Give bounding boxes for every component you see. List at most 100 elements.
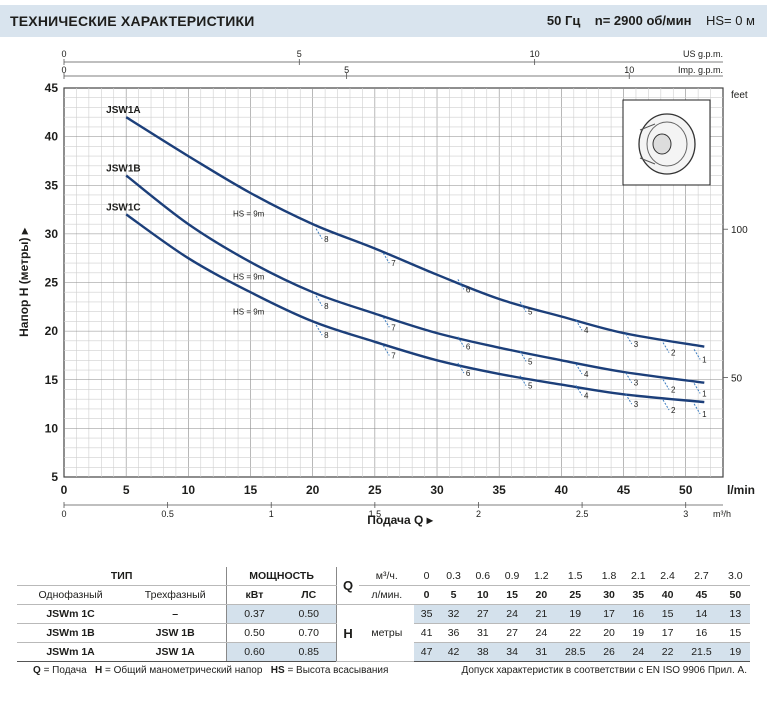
x-tick-label: 40 bbox=[555, 483, 569, 497]
hs-mark-line bbox=[315, 228, 323, 240]
row-1b-kw: 0.50 bbox=[226, 623, 282, 643]
chart-curves bbox=[125, 116, 705, 404]
row-1b-h-0: 41 bbox=[414, 623, 439, 643]
row-1a-h-9: 21.5 bbox=[682, 642, 721, 662]
y-tick-label: 15 bbox=[45, 373, 59, 387]
series-label-jsw1c: JSW1C bbox=[106, 202, 140, 213]
footnote-hs-text: = Высота всасывания bbox=[287, 665, 389, 676]
row-1c-h-3: 24 bbox=[497, 604, 527, 624]
row-1a-h-6: 26 bbox=[594, 642, 624, 662]
hs-mark-label: 4 bbox=[584, 370, 589, 379]
page-title: ТЕХНИЧЕСКИЕ ХАРАКТЕРИСТИКИ bbox=[10, 13, 255, 29]
hs-mark-label: 5 bbox=[528, 357, 533, 366]
m3h-unit-label: m³/h bbox=[713, 509, 731, 519]
row-1b-h-8: 17 bbox=[652, 623, 683, 643]
frequency: 50 Гц bbox=[546, 13, 581, 28]
hs-mark-label: 6 bbox=[466, 285, 471, 294]
row-1c-hp: 0.50 bbox=[281, 604, 337, 624]
x-tick-label: 30 bbox=[430, 483, 444, 497]
x-tick-label: 5 bbox=[123, 483, 130, 497]
q-m3h-2: 0.6 bbox=[468, 567, 498, 586]
hs-mark-label: 2 bbox=[671, 349, 676, 358]
hs-mark-line bbox=[575, 363, 583, 375]
q-lmin-9: 45 bbox=[682, 585, 721, 605]
hs-mark-line bbox=[382, 317, 390, 328]
q-label: Q bbox=[335, 567, 360, 605]
curve-jsw1a bbox=[125, 116, 705, 348]
row-1c-h-6: 17 bbox=[594, 604, 624, 624]
q-m3h-0: 0 bbox=[414, 567, 439, 586]
footnote-q-text: = Подача bbox=[43, 665, 87, 676]
row-1b-h-3: 27 bbox=[497, 623, 527, 643]
feet-tick-label: 100 bbox=[731, 225, 748, 236]
x-tick-label: 35 bbox=[493, 483, 507, 497]
row-1c-h-7: 16 bbox=[623, 604, 653, 624]
q-m3h-3: 0.9 bbox=[497, 567, 527, 586]
hs-mark-line bbox=[575, 385, 583, 396]
row-1a-single: JSWm 1A bbox=[17, 642, 125, 662]
y-tick-label: 45 bbox=[45, 81, 59, 95]
row-1a-h-8: 22 bbox=[652, 642, 683, 662]
row-1b-single: JSWm 1B bbox=[17, 623, 125, 643]
footnote-h-text: = Общий манометрический напор bbox=[105, 665, 263, 676]
row-1c-h-4: 21 bbox=[526, 604, 556, 624]
curve-jsw1c bbox=[125, 213, 705, 404]
y-tick-label: 20 bbox=[45, 324, 59, 338]
q-unit-m3h: м³/ч. bbox=[359, 567, 415, 586]
impgpm-tick-label: 5 bbox=[344, 65, 349, 75]
hs-mark-label: 4 bbox=[584, 326, 589, 335]
row-1c-h-0: 35 bbox=[414, 604, 439, 624]
row-1a-kw: 0.60 bbox=[226, 642, 282, 662]
row-1b-h-4: 24 bbox=[526, 623, 556, 643]
row-1c-kw: 0.37 bbox=[226, 604, 282, 624]
header-bar: ТЕХНИЧЕСКИЕ ХАРАКТЕРИСТИКИ 50 Гц n= 2900… bbox=[0, 5, 767, 37]
hs-mark-line bbox=[457, 336, 465, 347]
row-1c-h-9: 14 bbox=[682, 604, 721, 624]
hs-mark-line bbox=[625, 393, 633, 405]
impgpm-unit-label: Imp. g.p.m. bbox=[678, 65, 723, 75]
q-m3h-7: 2.1 bbox=[623, 567, 653, 586]
q-lmin-3: 15 bbox=[497, 585, 527, 605]
single-phase-header: Однофазный bbox=[17, 585, 125, 605]
hs-mark-label: 3 bbox=[634, 400, 639, 409]
x-tick-label: 15 bbox=[244, 483, 258, 497]
hs-mark-label: 6 bbox=[466, 369, 471, 378]
row-1a-h-5: 28.5 bbox=[555, 642, 595, 662]
y-tick-label: 35 bbox=[45, 178, 59, 192]
hs-mark-line bbox=[625, 333, 633, 345]
hs-mark-label: 5 bbox=[528, 382, 533, 391]
q-unit-lmin: л/мин. bbox=[359, 585, 415, 605]
speed: n= 2900 об/мин bbox=[594, 13, 692, 28]
row-1b-hp: 0.70 bbox=[281, 623, 337, 643]
impgpm-tick-label: 10 bbox=[624, 65, 634, 75]
hs-mark-line bbox=[662, 379, 670, 390]
hs-mark-line bbox=[519, 351, 527, 362]
row-1b-h-7: 19 bbox=[623, 623, 653, 643]
row-1c-h-1: 32 bbox=[438, 604, 469, 624]
x-tick-label: 50 bbox=[679, 483, 693, 497]
footnote-hs-abbr: HS bbox=[270, 665, 285, 676]
kw-header: кВт bbox=[226, 585, 282, 605]
hs-mark-label: 5 bbox=[528, 308, 533, 317]
hs-mark-line bbox=[457, 362, 465, 374]
usgpm-tick-label: 0 bbox=[61, 49, 66, 59]
series-label-jsw1a: JSW1A bbox=[106, 105, 140, 116]
y-tick-label: 10 bbox=[45, 421, 59, 435]
row-1c-h-10: 13 bbox=[720, 604, 750, 624]
hs-mark-line bbox=[457, 279, 465, 290]
row-1a-three: JSW 1A bbox=[124, 642, 227, 662]
feet-tick-label: 50 bbox=[731, 373, 743, 384]
hs-mark-line bbox=[519, 301, 527, 312]
chart-grid bbox=[63, 87, 724, 478]
hs-mark-label: 7 bbox=[391, 323, 396, 332]
m3h-tick-label: 1.5 bbox=[369, 509, 382, 519]
feet-unit-label: feet bbox=[731, 90, 748, 101]
hs-mark-label: 8 bbox=[324, 302, 329, 311]
x-axis-title: Подача Q ▸ bbox=[367, 513, 433, 527]
row-1b-h-10: 15 bbox=[720, 623, 750, 643]
hs-label: HS = 9m bbox=[233, 308, 265, 317]
hs-label: HS = 9m bbox=[233, 209, 265, 218]
hs-mark-line bbox=[662, 342, 670, 353]
type-header: ТИП bbox=[17, 567, 227, 586]
